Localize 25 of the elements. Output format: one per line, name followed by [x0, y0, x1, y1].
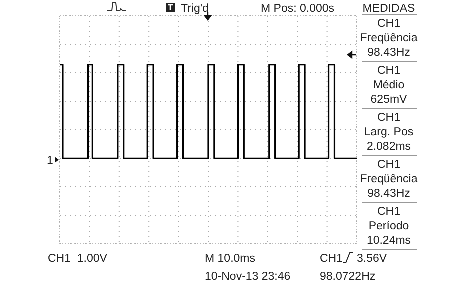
- text: Período: [368, 220, 410, 232]
- text: 98.43Hz: [368, 188, 411, 200]
- text: CH1: [377, 65, 401, 77]
- text: M Pos: 0.000s: [261, 3, 335, 15]
- text: CH1: [377, 18, 401, 30]
- text: CH1 1.00V: [48, 253, 108, 265]
- text: CH1: [377, 159, 401, 171]
- text: Trig'd: [181, 3, 209, 15]
- text: 98.43Hz: [368, 47, 411, 59]
- text: Freqüência: [360, 174, 418, 186]
- text: Médio: [373, 80, 405, 92]
- text: 10.24ms: [366, 235, 412, 247]
- text: 625mV: [370, 94, 408, 106]
- text: CH1: [320, 253, 344, 265]
- text: 98.0722Hz: [320, 271, 376, 283]
- text: CH1: [377, 206, 401, 218]
- text: M 10.0ms: [205, 253, 256, 265]
- text: MEDIDAS: [362, 3, 416, 15]
- text: Larg. Pos: [364, 126, 414, 138]
- text: 2.082ms: [366, 141, 412, 153]
- text: 1: [47, 155, 54, 167]
- text: 3.56V: [357, 253, 388, 265]
- text: CH1: [377, 112, 401, 124]
- text: 10-Nov-13 23:46: [205, 271, 291, 283]
- text: Freqüência: [360, 32, 418, 44]
